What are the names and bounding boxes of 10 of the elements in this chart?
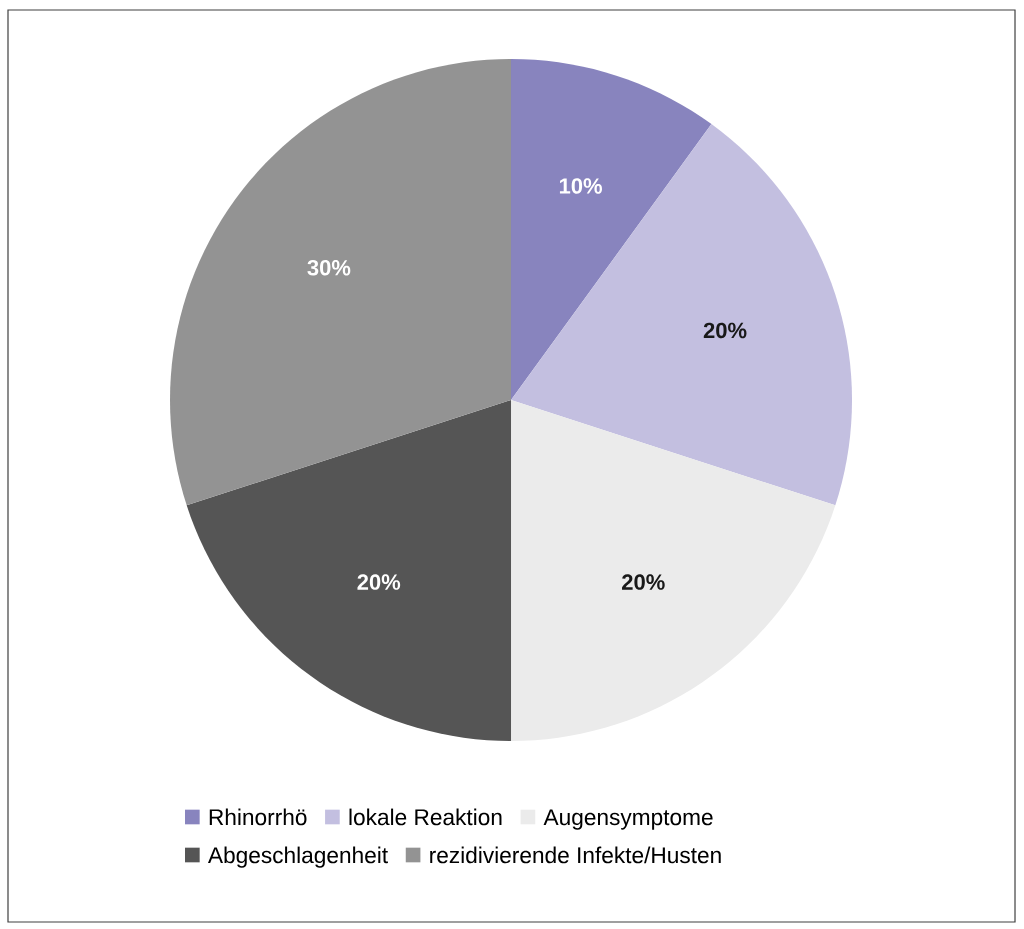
legend-label: Augensymptome <box>543 809 713 830</box>
legend-label: Abgeschlagenheit <box>207 846 388 868</box>
data-label: 10% <box>559 178 603 194</box>
data-label: 20% <box>357 574 401 590</box>
legend-label: Rhinorrhö <box>209 808 307 826</box>
legend-label: rezidivierende Infekte/Husten <box>430 846 721 864</box>
data-label: 30% <box>307 259 351 276</box>
data-label: 20% <box>622 574 665 590</box>
data-label: 20% <box>703 322 747 339</box>
legend-label: lokale Reaktion <box>349 808 502 826</box>
